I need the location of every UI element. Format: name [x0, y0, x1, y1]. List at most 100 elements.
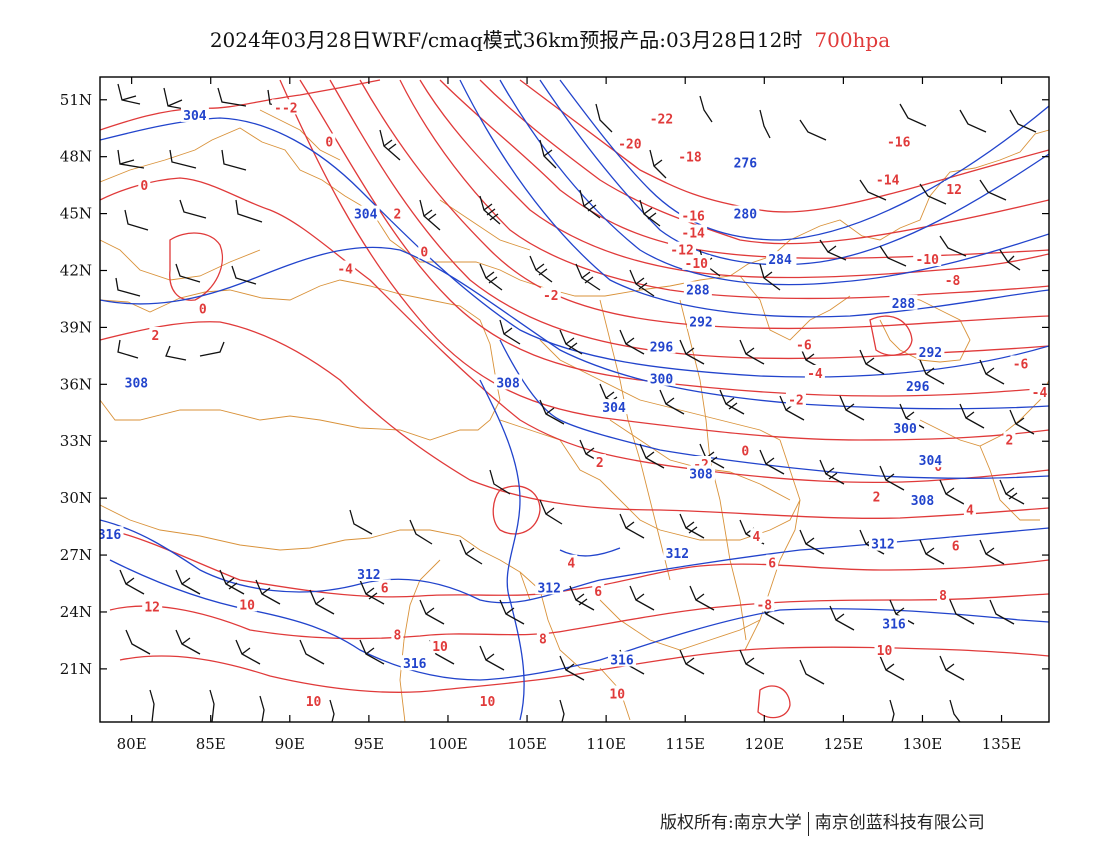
temperature-label: 12 [144, 600, 160, 615]
height-label-bg [180, 106, 209, 122]
temperature-label: 2 [873, 490, 881, 505]
temperature-label-bg [870, 488, 883, 504]
lon-label: 115E [665, 735, 705, 753]
height-label-bg [687, 313, 716, 329]
height-label-bg [647, 370, 676, 386]
height-label: 276 [734, 156, 758, 171]
temperature-label: 10 [239, 598, 255, 613]
temperature-label: 6 [952, 540, 960, 555]
height-label: 308 [911, 494, 935, 509]
temperature-label: 0 [741, 445, 749, 460]
temperature-label: -2 [543, 289, 559, 304]
height-label-bg [731, 205, 760, 221]
lon-label: 120E [745, 735, 785, 753]
temperature-label-bg [592, 583, 605, 599]
temperature-label: -8 [945, 274, 961, 289]
temperature-label-bg [565, 554, 578, 570]
height-label: 312 [537, 581, 560, 596]
height-label: 316 [610, 653, 634, 668]
lat-label: 39N [60, 318, 92, 336]
temperature-label-bg [138, 177, 151, 193]
temperature-label-bg [279, 99, 300, 115]
height-label: 308 [496, 376, 520, 391]
temperature-label: 10 [306, 695, 322, 710]
temperature-label: 6 [768, 557, 776, 572]
temperature-label: 8 [393, 629, 401, 644]
lat-label: 30N [60, 489, 92, 507]
height-label: 304 [354, 208, 378, 223]
height-label-bg [122, 374, 151, 390]
temperature-label: -4 [807, 367, 823, 382]
height-label: 300 [893, 422, 917, 437]
temperature-label-bg [739, 442, 752, 458]
temperature-label: 0 [140, 179, 148, 194]
height-label: 304 [183, 109, 207, 124]
temperature-label: 2 [151, 329, 159, 344]
temperature-label: -16 [887, 136, 911, 151]
height-label-bg [600, 399, 629, 415]
height-label-bg [868, 535, 897, 551]
temperature-label-bg [675, 148, 704, 164]
lat-label: 36N [60, 375, 92, 393]
height-label-bg [889, 294, 918, 310]
height-label: 292 [689, 316, 712, 331]
lon-label: 90E [275, 735, 305, 753]
temperature-label-bg [149, 327, 162, 342]
temperature-label: 6 [594, 585, 602, 600]
temperature-label: 0 [325, 136, 333, 151]
temperature-label-bg [750, 528, 763, 544]
lat-label: 21N [60, 660, 92, 678]
temperature-label: -18 [678, 151, 702, 166]
temperature-label: 2 [393, 208, 401, 223]
height-label: 300 [650, 373, 674, 388]
height-label: 296 [650, 340, 674, 355]
lon-label: 80E [117, 735, 147, 753]
map-frame [99, 76, 1050, 723]
temperature-label: 6 [381, 581, 389, 596]
height-label-bg [916, 344, 945, 360]
temperature-label-bg [391, 626, 404, 642]
temperature-label-bg [949, 537, 962, 553]
temperature-label: 10 [432, 640, 448, 655]
footer-divider [807, 811, 809, 836]
temperature-label: -8 [756, 598, 772, 613]
height-label-bg [903, 378, 932, 394]
lon-label: 125E [824, 735, 864, 753]
temperature-label-bg [668, 241, 697, 257]
height-label-bg [663, 545, 692, 561]
temperature-label-bg [378, 579, 391, 595]
temperature-label-bg [418, 243, 431, 259]
temperature-label: -4 [337, 263, 353, 278]
temperature-label: -2 [282, 101, 298, 116]
temperature-label-bg [335, 260, 356, 276]
height-label: 288 [892, 297, 916, 312]
org-chuanglan: 南京创蓝科技有限公司 [814, 813, 985, 833]
temperature-label-bg [793, 336, 814, 352]
height-label-bg [916, 452, 945, 468]
height-label-bg [687, 465, 716, 481]
height-label: 288 [686, 283, 710, 298]
temperature-label: -10 [915, 253, 939, 268]
temperature-label: 0 [420, 246, 428, 261]
height-label: 316 [882, 617, 906, 632]
temperature-label-bg [942, 271, 963, 287]
temperature-label-bg [1029, 383, 1049, 399]
lon-label: 105E [507, 735, 547, 753]
height-label-bg [494, 374, 523, 390]
temperature-label-bg [323, 133, 336, 149]
temperature-label: 4 [567, 557, 575, 572]
temperature-label-bg [937, 586, 950, 602]
temperature-label: -22 [650, 113, 673, 128]
height-label: 316 [98, 528, 122, 543]
temperature-label: -14 [876, 173, 900, 188]
temperature-label-bg [785, 391, 806, 407]
temperature-label-bg [1003, 431, 1016, 447]
height-label-bg [100, 526, 124, 542]
page-title: 2024年03月28日WRF/cmaq模式36km预报产品:03月28日12时 7… [0, 24, 1100, 53]
height-label-bg [607, 651, 636, 667]
temperature-label-bg [647, 110, 676, 126]
temperature-label-bg [142, 598, 163, 614]
temperature-label-bg [873, 171, 902, 187]
lon-label: 110E [586, 735, 626, 753]
